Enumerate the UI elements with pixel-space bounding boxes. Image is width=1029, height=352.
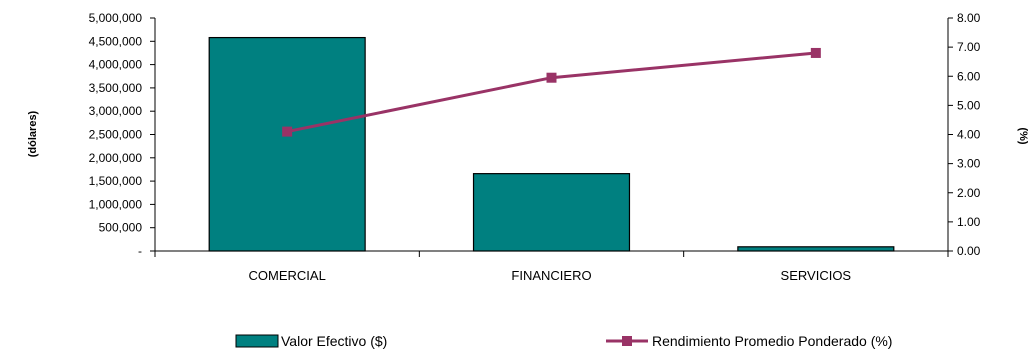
left-tick-label: 500,000: [99, 221, 143, 235]
category-axis: COMERCIAL FINANCIERO SERVICIOS: [154, 250, 949, 283]
bar: [208, 36, 366, 252]
legend-swatch-marker: [622, 336, 632, 346]
left-tick-label: 2,000,000: [89, 151, 143, 165]
right-tick-label: 4.00: [957, 128, 981, 142]
left-axis: - 500,000 1,000,000 1,500,000 2,000,000 2,500…: [89, 11, 156, 258]
line-series: [282, 47, 821, 137]
right-tick-label: 0.00: [957, 244, 981, 258]
left-tick-label: 1,000,000: [89, 197, 143, 211]
legend-item-bar: Valor Efectivo ($): [235, 333, 387, 349]
line-path: [286, 51, 816, 134]
x-category-label: FINANCIERO: [511, 268, 591, 283]
right-tick-label: 6.00: [957, 69, 981, 83]
left-tick-label: 2,500,000: [89, 128, 143, 142]
left-axis-title: (dólares): [27, 110, 39, 157]
x-category-label: COMERCIAL: [249, 268, 326, 283]
left-tick-label: -: [138, 244, 142, 258]
left-tick-label: 4,000,000: [89, 58, 143, 72]
bar-series: [208, 36, 895, 252]
right-tick-label: 2.00: [957, 186, 981, 200]
bar: [737, 246, 895, 252]
legend-item-line: Rendimiento Promedio Ponderado (%): [606, 333, 892, 349]
right-tick-label: 1.00: [957, 215, 981, 229]
line-marker: [546, 72, 557, 83]
bar: [472, 173, 631, 252]
legend-swatch-bar: [235, 334, 279, 348]
legend: Valor Efectivo ($) Rendimiento Promedio …: [235, 333, 892, 349]
right-tick-label: 5.00: [957, 98, 981, 112]
left-tick-label: 3,500,000: [89, 81, 143, 95]
left-tick-label: 3,000,000: [89, 104, 143, 118]
line-marker: [810, 47, 821, 58]
right-tick-label: 8.00: [957, 11, 981, 25]
left-tick-label: 5,000,000: [89, 11, 143, 25]
left-tick-label: 1,500,000: [89, 174, 143, 188]
right-axis: 0.00 1.00 2.00 3.00 4.00 5.00 6.00 7.00 8.00: [947, 11, 981, 258]
right-axis-title: (%): [1017, 127, 1029, 144]
legend-label-bar: Valor Efectivo ($): [281, 333, 387, 349]
x-category-label: SERVICIOS: [781, 268, 852, 283]
legend-label-line: Rendimiento Promedio Ponderado (%): [652, 333, 892, 349]
right-tick-label: 3.00: [957, 157, 981, 171]
right-tick-label: 7.00: [957, 40, 981, 54]
left-tick-label: 4,500,000: [89, 34, 143, 48]
line-marker: [282, 126, 293, 137]
